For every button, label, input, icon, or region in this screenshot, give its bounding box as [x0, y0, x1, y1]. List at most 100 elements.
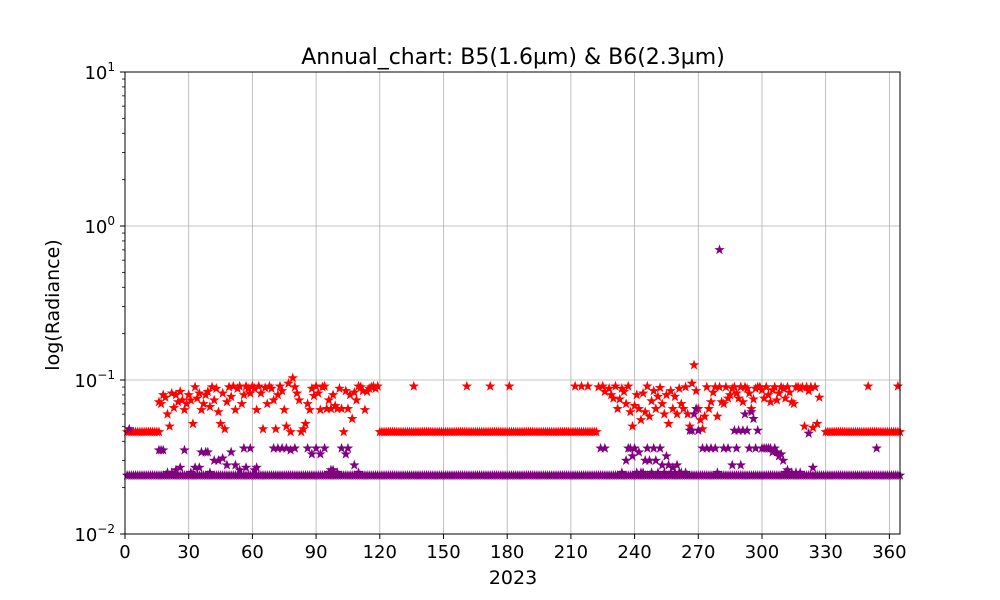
data-point	[327, 464, 339, 475]
data-point	[769, 381, 780, 392]
x-tick-label: 90	[305, 542, 328, 563]
data-point	[289, 381, 301, 392]
x-tick-label: 300	[745, 542, 779, 563]
data-point	[792, 381, 804, 392]
y-tick-label: 10−1	[74, 368, 115, 392]
data-point	[659, 467, 670, 478]
data-point	[287, 372, 298, 383]
data-point	[729, 425, 740, 435]
data-point	[174, 386, 186, 397]
data-point	[291, 387, 303, 398]
data-points	[121, 244, 906, 480]
data-point	[663, 459, 674, 470]
data-point	[788, 398, 800, 409]
data-point	[809, 381, 821, 392]
data-point	[569, 380, 581, 391]
data-point	[665, 467, 676, 478]
data-point	[637, 467, 649, 478]
data-point	[160, 391, 171, 402]
y-tick-label: 100	[84, 214, 115, 238]
data-point	[342, 403, 354, 414]
data-point	[642, 442, 653, 453]
data-point	[308, 390, 320, 401]
data-point	[656, 459, 668, 470]
data-point	[622, 380, 634, 391]
data-point	[616, 383, 628, 393]
data-point	[756, 384, 768, 395]
plot-frame	[124, 71, 901, 535]
data-point	[801, 381, 812, 392]
data-point	[225, 446, 237, 457]
data-point	[814, 391, 825, 402]
data-point	[703, 403, 715, 414]
baseline-point	[591, 426, 602, 437]
data-point	[803, 427, 814, 438]
data-point	[281, 420, 292, 431]
data-point	[618, 386, 630, 397]
data-point	[701, 442, 713, 453]
data-point	[285, 444, 296, 455]
data-point	[659, 408, 670, 419]
data-point	[595, 442, 606, 453]
data-point	[185, 467, 197, 478]
data-point	[648, 385, 659, 396]
data-point	[283, 377, 294, 388]
data-point	[701, 381, 713, 392]
data-point	[262, 398, 273, 409]
data-point	[639, 455, 651, 465]
data-point	[633, 403, 645, 414]
data-point	[162, 408, 173, 419]
data-point	[642, 380, 653, 391]
data-point	[707, 386, 719, 397]
data-point	[230, 459, 241, 470]
data-point	[695, 414, 706, 425]
data-point	[690, 403, 702, 414]
data-point	[765, 442, 776, 453]
data-point	[202, 446, 214, 457]
data-point	[627, 450, 638, 461]
data-point	[484, 380, 496, 391]
data-point	[735, 381, 746, 392]
grid-lines	[124, 71, 900, 535]
data-point	[650, 455, 662, 465]
data-point	[230, 404, 241, 415]
data-point	[688, 408, 700, 419]
data-point	[629, 442, 640, 453]
data-point	[236, 398, 248, 409]
data-point	[189, 462, 201, 473]
data-point	[693, 425, 704, 435]
data-point	[172, 396, 184, 407]
data-point	[763, 389, 774, 400]
x-tick-label: 210	[554, 542, 588, 563]
data-point	[729, 381, 740, 392]
data-point	[213, 455, 224, 465]
data-point	[228, 380, 239, 391]
data-point	[597, 380, 608, 391]
data-point	[279, 404, 290, 415]
data-point	[750, 442, 761, 453]
data-point	[633, 446, 645, 457]
series-1	[121, 359, 906, 437]
data-point	[289, 442, 301, 453]
data-point	[181, 398, 192, 409]
data-point	[162, 467, 173, 478]
data-point	[264, 380, 275, 391]
data-point	[234, 464, 245, 475]
data-point	[705, 396, 717, 407]
data-point	[281, 442, 292, 453]
data-point	[599, 386, 611, 397]
data-point	[240, 380, 252, 391]
data-point	[671, 459, 683, 470]
data-point	[697, 423, 708, 434]
data-point	[712, 467, 723, 478]
data-point	[285, 426, 296, 437]
data-point	[576, 380, 587, 391]
data-point	[155, 398, 167, 409]
data-point	[327, 389, 339, 400]
data-point	[631, 389, 642, 400]
data-point	[782, 464, 793, 475]
data-point	[259, 382, 271, 393]
x-tick-label: 120	[363, 542, 397, 563]
data-point	[744, 387, 755, 398]
data-point	[196, 404, 207, 415]
